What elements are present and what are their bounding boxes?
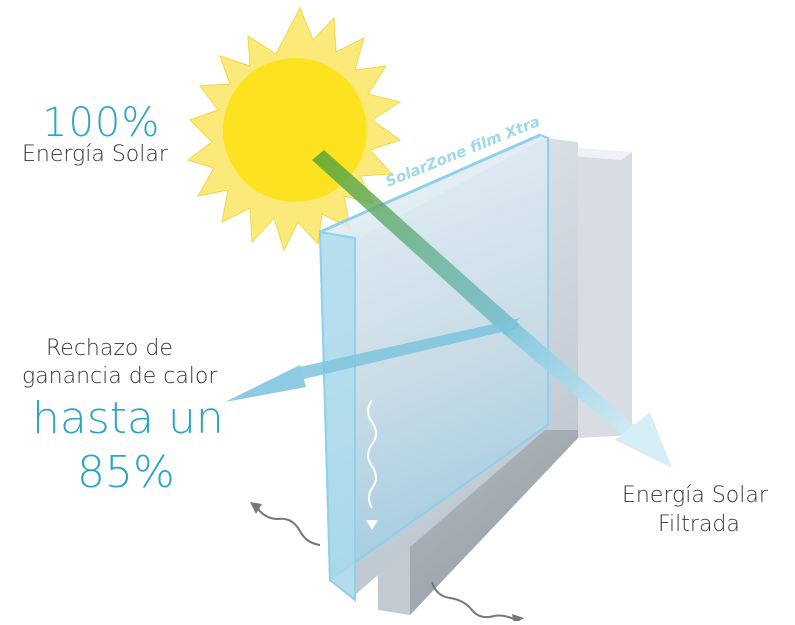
- heat-wave-arrow-left: [257, 508, 321, 546]
- rejected-heat-arrow: [225, 318, 520, 402]
- solar-percent-label: 100%: [42, 100, 161, 146]
- incoming-sunbeam: [312, 150, 520, 335]
- heat-wave-arrowhead-inside: [366, 520, 378, 530]
- rejection-label-line2: ganancia de calor: [22, 364, 218, 389]
- rejection-label-line1: Rechazo de: [46, 336, 173, 361]
- heat-wave-arrow-inside: [367, 399, 377, 509]
- filtered-energy-label-line2: Filtrada: [658, 512, 740, 537]
- glass-pane-front: [318, 133, 549, 603]
- filtered-energy-label-line1: Energía Solar: [622, 483, 768, 508]
- heat-wave-arrowhead-left: [250, 502, 262, 514]
- rejection-label-line3: hasta un: [32, 393, 224, 444]
- heat-wave-arrowhead-bottom: [512, 614, 524, 624]
- rejection-percent-label: 85%: [77, 447, 175, 498]
- heat-wave-arrow-bottom: [431, 581, 517, 621]
- solar-energy-label: Energía Solar: [22, 142, 168, 167]
- filtered-energy-arrow: [505, 325, 672, 468]
